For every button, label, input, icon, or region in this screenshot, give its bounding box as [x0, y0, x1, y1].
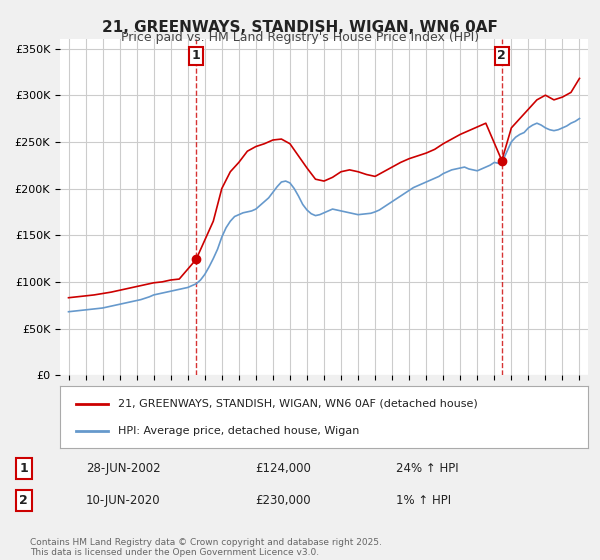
Text: Price paid vs. HM Land Registry's House Price Index (HPI): Price paid vs. HM Land Registry's House … [121, 31, 479, 44]
Text: £124,000: £124,000 [255, 462, 311, 475]
Text: 21, GREENWAYS, STANDISH, WIGAN, WN6 0AF: 21, GREENWAYS, STANDISH, WIGAN, WN6 0AF [102, 20, 498, 35]
Text: 28-JUN-2002: 28-JUN-2002 [86, 462, 160, 475]
Text: 1% ↑ HPI: 1% ↑ HPI [396, 494, 451, 507]
Text: 1: 1 [192, 49, 200, 62]
Text: 2: 2 [19, 494, 28, 507]
Text: 10-JUN-2020: 10-JUN-2020 [86, 494, 160, 507]
Text: £230,000: £230,000 [255, 494, 311, 507]
Text: HPI: Average price, detached house, Wigan: HPI: Average price, detached house, Wiga… [118, 426, 359, 436]
Text: Contains HM Land Registry data © Crown copyright and database right 2025.
This d: Contains HM Land Registry data © Crown c… [30, 538, 382, 557]
Text: 24% ↑ HPI: 24% ↑ HPI [396, 462, 458, 475]
Text: 1: 1 [19, 462, 28, 475]
Text: 2: 2 [497, 49, 506, 62]
Text: 21, GREENWAYS, STANDISH, WIGAN, WN6 0AF (detached house): 21, GREENWAYS, STANDISH, WIGAN, WN6 0AF … [118, 399, 478, 409]
